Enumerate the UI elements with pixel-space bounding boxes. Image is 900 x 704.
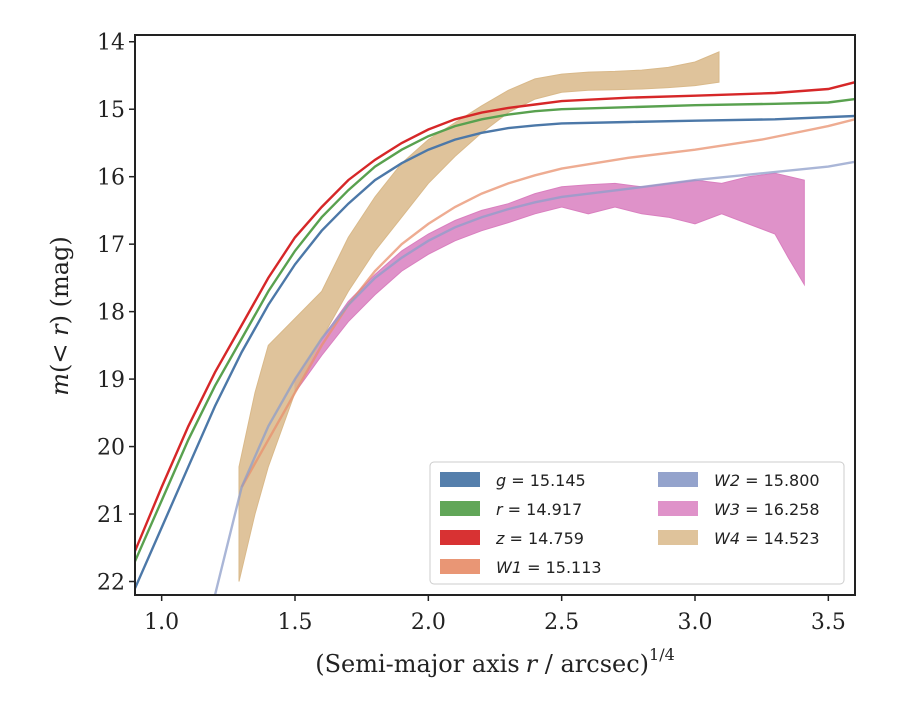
- y-tick-label: 19: [97, 368, 125, 393]
- y-axis-label-var: m: [46, 373, 74, 396]
- x-axis-label-main: (Semi-major axis: [315, 650, 519, 678]
- x-axis: 1.0 1.5 2.0 2.5 3.0 3.5: [144, 595, 846, 635]
- x-axis-label-var: r: [526, 650, 539, 678]
- series-band-w4: [238, 51, 720, 582]
- y-tick-label: 21: [97, 503, 125, 528]
- y-axis-label: m(< r) (mag): [46, 236, 74, 396]
- x-tick-label: 3.5: [811, 610, 846, 635]
- x-tick-label: 2.5: [544, 610, 579, 635]
- series-line-g: [135, 114, 855, 589]
- plot-frame: [134, 34, 856, 596]
- y-tick-label: 20: [97, 436, 125, 461]
- y-tick-label: 14: [97, 31, 125, 56]
- series-line-w1: [240, 118, 855, 488]
- legend-swatch-w1: [440, 559, 480, 574]
- legend-label-w2: W2 = 15.800: [714, 471, 820, 490]
- y-axis: 14 15 16 17 18 19 20 21 22: [97, 31, 135, 596]
- y-tick-label: 18: [97, 301, 125, 326]
- series-line-z: [135, 81, 855, 552]
- y-axis-label-close: ) (mag): [46, 236, 74, 324]
- legend: g = 15.145 r = 14.917 z = 14.759 W1 = 15.11…: [429, 461, 845, 585]
- x-tick-label: 3.0: [678, 610, 713, 635]
- legend-swatch-g: [440, 472, 480, 487]
- x-axis-label-exp: 1/4: [649, 645, 675, 664]
- x-tick-label: 1.5: [278, 610, 313, 635]
- x-axis-label: (Semi-major axis r / arcsec)1/4: [315, 645, 675, 678]
- y-tick-label: 16: [97, 166, 125, 191]
- legend-swatch-w2: [658, 472, 698, 487]
- legend-label-g: g = 15.145: [496, 471, 586, 490]
- y-tick-label: 22: [97, 571, 125, 596]
- x-tick-label: 2.0: [411, 610, 446, 635]
- x-axis-label-unit: / arcsec): [537, 650, 649, 678]
- legend-swatch-w3: [658, 501, 698, 516]
- legend-swatch-z: [440, 530, 480, 545]
- y-tick-label: 17: [97, 233, 125, 258]
- y-axis-label-r: r: [46, 323, 74, 336]
- legend-label-w1: W1 = 15.113: [496, 558, 602, 577]
- legend-swatch-w4: [658, 530, 698, 545]
- series-band-w3: [294, 172, 805, 395]
- series-line-r: [135, 97, 855, 562]
- legend-label-r: r = 14.917: [496, 500, 582, 519]
- legend-swatch-r: [440, 501, 480, 516]
- y-tick-label: 15: [97, 98, 125, 123]
- x-tick-label: 1.0: [144, 610, 179, 635]
- legend-label-w3: W3 = 16.258: [714, 500, 820, 519]
- y-axis-label-paren: (<: [46, 336, 74, 373]
- plot-area: [135, 51, 855, 595]
- legend-label-w4: W4 = 14.523: [714, 529, 820, 548]
- legend-box: [429, 461, 845, 585]
- legend-label-z: z = 14.759: [495, 529, 584, 548]
- series-line-w2: [213, 160, 855, 595]
